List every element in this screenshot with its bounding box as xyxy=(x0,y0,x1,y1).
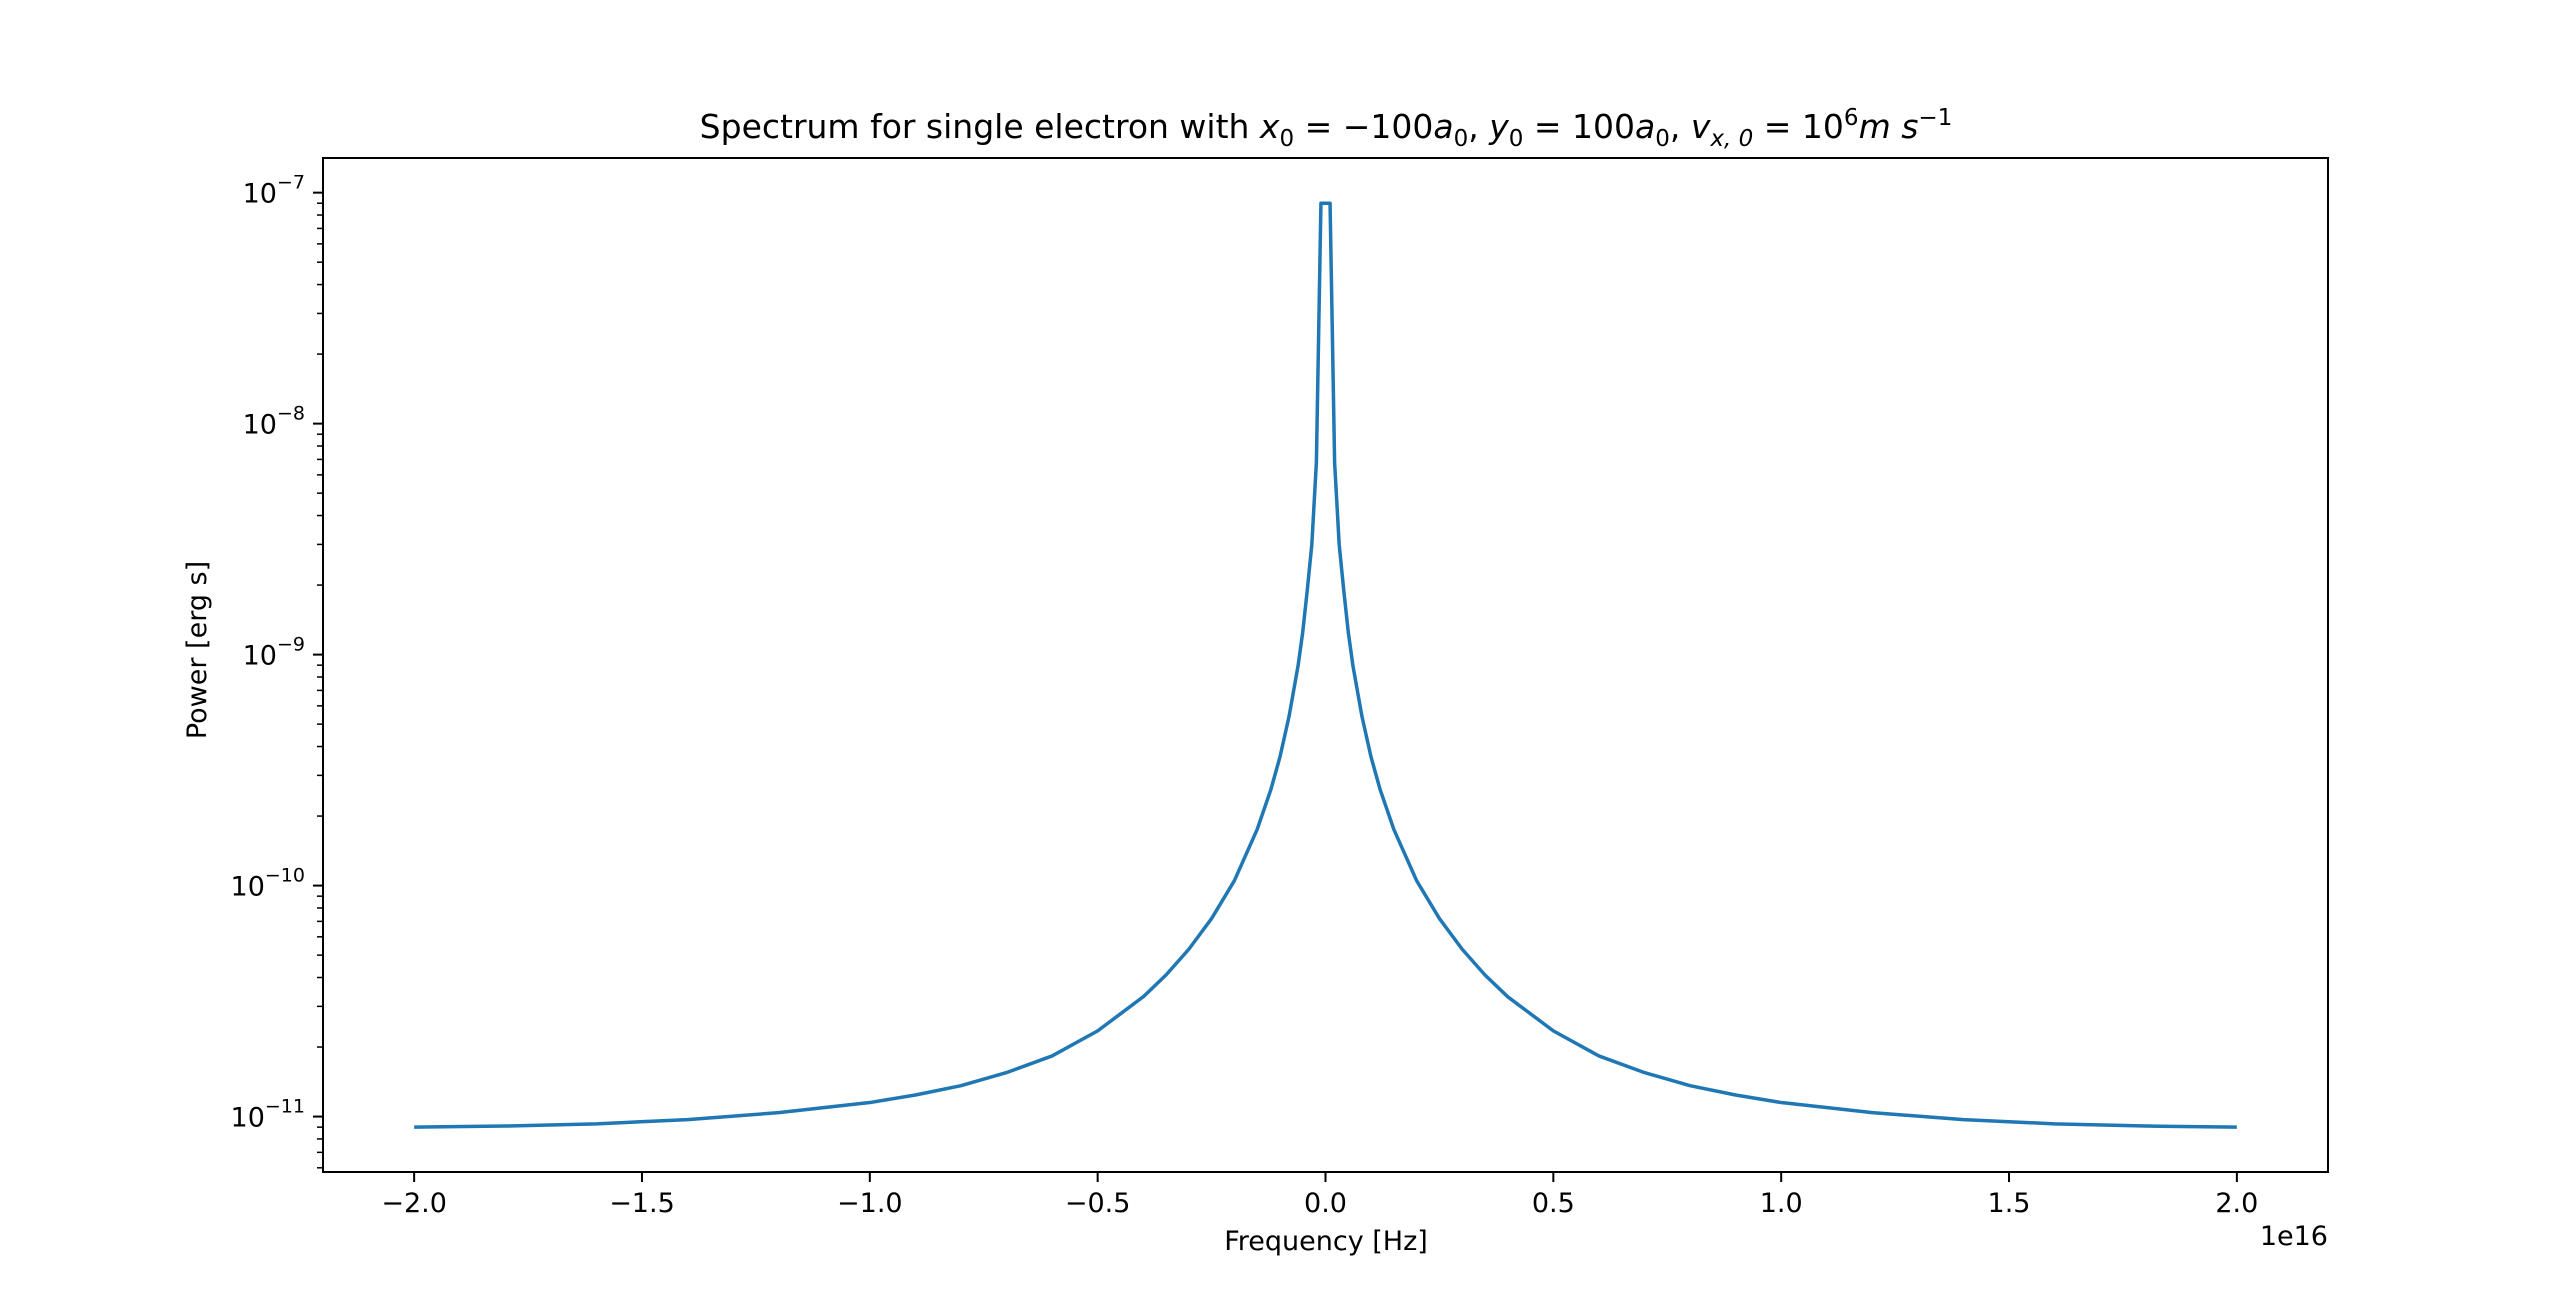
x-axis-label: Frequency [Hz] xyxy=(1224,1226,1428,1257)
x-tick-label-3: −0.5 xyxy=(1065,1188,1131,1219)
plot-area: −2.0 −1.5 −1.0 −0.5 0.0 0.5 1.0 1.5 2.0 10−7 10−8 1… xyxy=(231,157,2329,1219)
x-tick-label-2: −1.0 xyxy=(837,1188,903,1219)
x-tick-label-7: 1.5 xyxy=(1988,1188,2031,1219)
y-tick-label-1: 10−8 xyxy=(243,403,305,441)
y-tick-label-3: 10−10 xyxy=(231,865,305,903)
y-tick-label-0: 10−7 xyxy=(243,172,305,210)
y-tick-label-4: 10−11 xyxy=(231,1096,305,1134)
x-tick-label-8: 2.0 xyxy=(2215,1188,2258,1219)
chart-title: Spectrum for single electron with x0 = −… xyxy=(700,105,1953,152)
y-tick-label-2: 10−9 xyxy=(243,634,305,672)
x-tick-label-5: 0.5 xyxy=(1532,1188,1575,1219)
x-tick-label-0: −2.0 xyxy=(381,1188,447,1219)
x-tick-label-1: −1.5 xyxy=(609,1188,675,1219)
spectrum-line xyxy=(414,201,2237,1129)
x-tick-label-4: 0.0 xyxy=(1304,1188,1347,1219)
x-offset-label: 1e16 xyxy=(2260,1221,2328,1252)
y-axis-label: Power [erg s] xyxy=(182,561,213,739)
x-tick-label-6: 1.0 xyxy=(1760,1188,1803,1219)
